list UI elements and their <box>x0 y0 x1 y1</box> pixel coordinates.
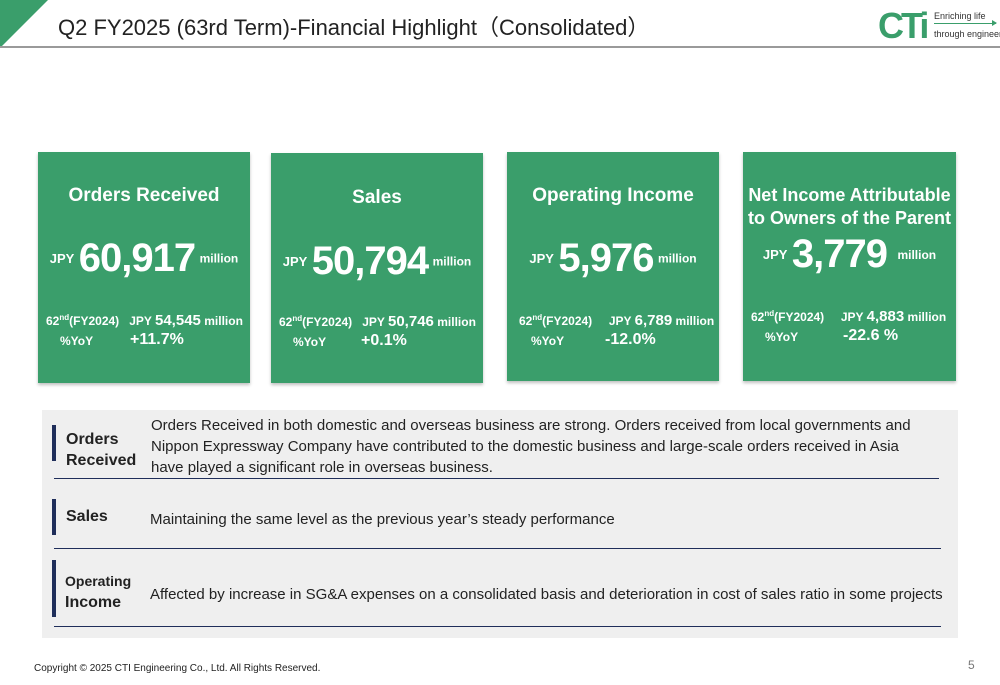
prev-currency: JPY <box>129 314 152 328</box>
prev-currency: JPY <box>608 314 632 328</box>
prev-period: (FY2024) <box>302 315 353 329</box>
row-marker <box>52 560 56 617</box>
card-title: Operating Income <box>532 185 694 206</box>
page-number: 5 <box>968 658 975 672</box>
row-text-operating-income: Affected by increase in SG&A expenses on… <box>150 586 943 603</box>
prev-year: 62nd(FY2024) JPY 4,883 million <box>751 308 946 325</box>
card-net-income: Net Income Attributable to Owners of the… <box>743 152 956 381</box>
logo-tagline-2: through engineering <box>934 29 1000 39</box>
yoy-value: +0.1% <box>361 332 407 349</box>
row-marker <box>52 425 56 461</box>
row-marker <box>52 499 56 535</box>
metric-unit: million <box>897 247 937 262</box>
prev-period: (FY2024) <box>69 314 120 328</box>
prev-unit: million <box>907 310 947 324</box>
card-metric: JPY 60,917 million <box>38 236 250 281</box>
metric-unit: million <box>199 251 239 266</box>
metric-currency: JPY <box>49 251 75 266</box>
prev-period: (FY2024) <box>542 314 593 328</box>
comments-panel: Orders Received Orders Received in both … <box>42 410 958 638</box>
prev-value: 50,746 <box>388 313 434 330</box>
metric-currency: JPY <box>529 251 554 266</box>
metric-unit: million <box>432 254 472 269</box>
prev-term: 62 <box>46 314 60 328</box>
prev-value: 4,883 <box>866 308 905 325</box>
card-title: Sales <box>352 187 402 208</box>
prev-unit: million <box>204 314 243 328</box>
card-title-line-1: Net Income Attributable <box>748 185 951 205</box>
prev-year: 62nd(FY2024) JPY 50,746 million <box>279 313 476 330</box>
yoy-label: %YoY <box>293 335 327 349</box>
metric-currency: JPY <box>282 254 308 269</box>
row-text-orders: Orders Received in both domestic and ove… <box>151 417 911 476</box>
row-label-line-1: Operating <box>65 573 132 589</box>
corner-accent <box>0 0 48 48</box>
prev-term: 62 <box>751 310 765 324</box>
logo-tagline-1: Enriching life <box>934 11 986 21</box>
row-label-line-1: Sales <box>66 508 108 525</box>
prev-term: 62 <box>519 314 533 328</box>
prev-year: 62nd(FY2024) JPY 6,789 million <box>519 312 714 329</box>
card-metric: JPY 50,794 million <box>271 239 483 284</box>
row-label-line-2: Received <box>66 452 137 469</box>
card-operating-income: Operating Income JPY 5,976 million 62nd(… <box>507 152 719 381</box>
prev-term-suffix: nd <box>532 313 543 322</box>
yoy-label: %YoY <box>531 334 565 348</box>
prev-year: 62nd(FY2024) JPY 54,545 million <box>46 312 243 329</box>
row-divider <box>54 626 941 627</box>
metric-value: 60,917 <box>78 236 196 280</box>
prev-term: 62 <box>279 315 293 329</box>
prev-currency: JPY <box>362 315 385 329</box>
card-title: Orders Received <box>68 185 220 206</box>
metric-value: 5,976 <box>558 236 654 280</box>
prev-value: 6,789 <box>634 312 673 329</box>
row-divider <box>54 478 939 479</box>
metric-value: 50,794 <box>311 239 429 283</box>
copyright: Copyright © 2025 CTI Engineering Co., Lt… <box>34 663 321 674</box>
prev-period: (FY2024) <box>774 310 825 324</box>
prev-term-suffix: nd <box>764 309 775 318</box>
row-label-line-2: Income <box>65 594 122 611</box>
page-title: Q2 FY2025 (63rd Term)-Financial Highligh… <box>58 15 650 40</box>
yoy-value: -22.6 % <box>843 327 899 344</box>
metric-currency: JPY <box>762 247 788 262</box>
company-logo: CTi Enriching life through engineering <box>878 5 1000 46</box>
row-label-sales: Sales <box>66 506 108 527</box>
row-label-line-1: Orders <box>66 431 119 448</box>
title-divider <box>0 46 1000 48</box>
yoy-label: %YoY <box>765 330 799 344</box>
yoy-value: +11.7% <box>130 331 184 348</box>
prev-term-suffix: nd <box>59 313 70 322</box>
yoy-value: -12.0% <box>605 331 656 348</box>
row-divider <box>54 548 941 549</box>
prev-unit: million <box>675 314 715 328</box>
row-label-orders: Orders Received <box>66 429 136 471</box>
prev-currency: JPY <box>840 310 864 324</box>
card-metric: JPY 5,976 million <box>507 236 719 281</box>
row-label-operating-income: Operating Income <box>65 571 131 613</box>
card-sales: Sales JPY 50,794 million 62nd(FY2024) JP… <box>271 153 483 383</box>
card-title-line-2: to Owners of the Parent <box>747 208 952 228</box>
metric-unit: million <box>657 251 697 266</box>
prev-unit: million <box>437 315 476 329</box>
yoy-label: %YoY <box>60 334 94 348</box>
card-orders-received: Orders Received JPY 60,917 million 62nd(… <box>38 152 250 383</box>
logo-mark: CTi <box>878 5 929 46</box>
prev-value: 54,545 <box>155 312 201 329</box>
prev-term-suffix: nd <box>292 314 303 323</box>
metric-value: 3,779 <box>791 232 888 276</box>
logo-arrow-icon <box>934 20 997 26</box>
row-text-sales: Maintaining the same level as the previo… <box>150 511 615 528</box>
card-metric: JPY 3,779 million <box>743 232 956 277</box>
